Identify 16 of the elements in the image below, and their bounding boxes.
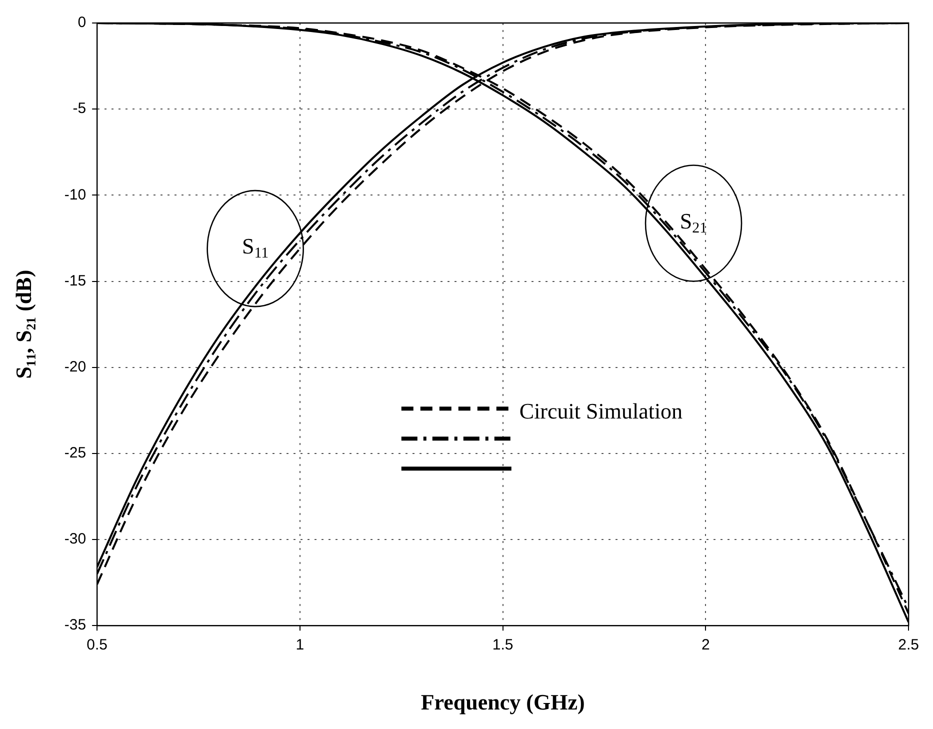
x-tick-label: 2 [702,636,710,654]
y-tick-label: -30 [64,530,86,548]
y-axis-title: S₁₁, S₂₁ (dB) [10,270,36,379]
x-tick-label: 1 [296,636,304,654]
legend-label: Circuit Simulation [519,398,683,424]
y-tick-label: -35 [64,616,86,634]
x-tick-label: 2.5 [898,636,920,654]
y-tick-label: -20 [64,358,86,376]
y-tick-label: -15 [64,272,86,290]
y-tick-label: -25 [64,444,86,462]
y-tick-label: 0 [78,14,86,32]
x-tick-label: 0.5 [86,636,108,654]
y-tick-label: -5 [72,100,86,118]
x-tick-label: 1.5 [492,636,514,654]
x-axis-title: Frequency (GHz) [420,689,585,714]
y-tick-label: -10 [64,186,86,204]
